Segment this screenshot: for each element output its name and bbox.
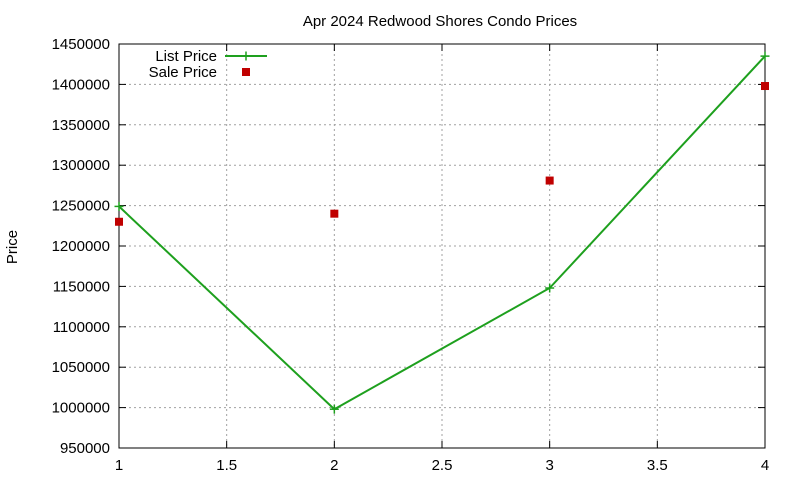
list-price-line bbox=[118, 55, 766, 411]
x-tick-label: 3.5 bbox=[647, 457, 668, 474]
x-tick-label: 2 bbox=[330, 457, 338, 474]
y-tick-label: 1250000 bbox=[52, 198, 110, 215]
x-tick-label: 2.5 bbox=[432, 457, 453, 474]
y-tick-label: 1100000 bbox=[53, 319, 110, 336]
list-price-point bbox=[114, 201, 124, 211]
y-axis-label: Price bbox=[4, 230, 21, 264]
legend-label: Sale Price bbox=[149, 64, 217, 81]
y-tick-label: 950000 bbox=[60, 440, 110, 457]
legend-marker-sale-price bbox=[242, 68, 250, 76]
sale-price-point bbox=[115, 217, 123, 226]
y-tick-label: 1300000 bbox=[52, 157, 110, 174]
list-price-point bbox=[760, 51, 770, 61]
y-tick-label: 1050000 bbox=[52, 359, 110, 376]
grid-lines bbox=[119, 44, 765, 448]
x-tick-label: 3 bbox=[545, 457, 553, 474]
y-tick-label: 1450000 bbox=[52, 36, 110, 53]
legend-marker-list-price bbox=[241, 51, 251, 61]
sale-price-point bbox=[330, 209, 339, 218]
sale-price-point bbox=[761, 82, 769, 91]
y-tick-label: 1350000 bbox=[52, 117, 110, 134]
y-tick-label: 1000000 bbox=[52, 400, 110, 417]
x-tick-label: 1.5 bbox=[216, 457, 237, 474]
legend-label: List Price bbox=[155, 48, 217, 65]
axis-ticks: 1 1.5 2 2.5 3 3.5 4 950000 1000000 1050000 1100000… bbox=[52, 36, 770, 474]
y-tick-label: 1150000 bbox=[53, 278, 110, 295]
x-tick-label: 4 bbox=[761, 457, 769, 474]
sale-price-point bbox=[545, 176, 554, 185]
chart-title: Apr 2024 Redwood Shores Condo Prices bbox=[303, 13, 577, 30]
y-tick-label: 1200000 bbox=[52, 238, 110, 255]
list-price-point bbox=[329, 404, 339, 414]
list-price-point bbox=[545, 283, 555, 293]
plot-frame bbox=[118, 43, 766, 449]
y-tick-label: 1400000 bbox=[52, 76, 110, 93]
series-layer bbox=[114, 51, 770, 414]
x-tick-label: 1 bbox=[115, 457, 123, 474]
